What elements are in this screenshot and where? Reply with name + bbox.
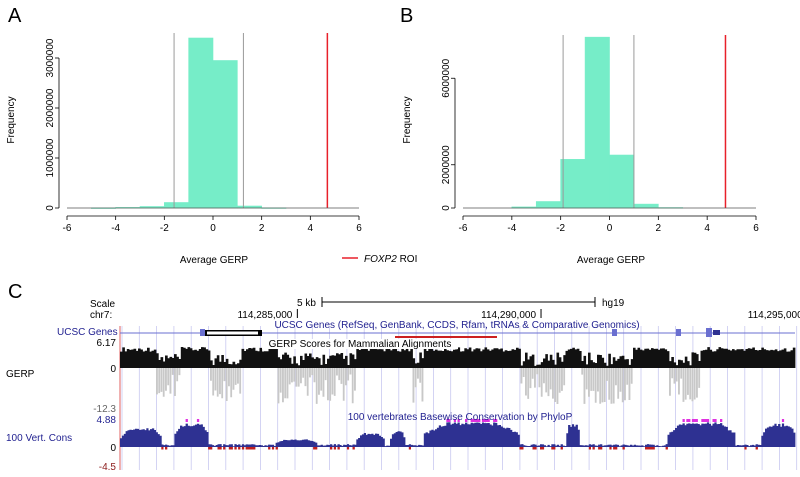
cons-negative-signal	[161, 447, 758, 450]
assembly-label: hg19	[602, 298, 625, 309]
cons-saturated-marks	[185, 419, 785, 422]
gerp-min-label: -12.3	[93, 404, 116, 415]
hist-b-x-tick-label: 4	[704, 223, 710, 234]
chrom-label: chr7:	[90, 310, 112, 321]
histogram-b: -6 -4 -2 0 2 4 6 0 2000000 6000000	[441, 35, 759, 234]
cons-zero-label: 0	[110, 443, 116, 454]
gene-exon	[676, 329, 681, 336]
hist-a-y-tick-label: 2000000	[45, 88, 56, 127]
gerp-max-label: 6.17	[97, 338, 117, 349]
genes-track-label: UCSC Genes	[57, 327, 118, 338]
hist-a-y-tick-label: 3000000	[45, 38, 56, 77]
hist-b-bar	[584, 36, 610, 209]
hist-a-x-tick-label: -2	[160, 223, 169, 234]
hist-a-x-tick-label: -4	[111, 223, 120, 234]
histogram-b-ylabel: Frequency	[402, 96, 413, 143]
hist-b-x-tick-label: -6	[459, 223, 468, 234]
position-label: 114,290,000	[481, 310, 536, 321]
histogram-a-ylabel: Frequency	[6, 96, 17, 143]
hist-b-x-tick-label: -4	[507, 223, 516, 234]
cons-positive-signal	[120, 422, 796, 447]
legend-roi-gene: FOXP2	[364, 254, 397, 265]
cons-track-label: 100 Vert. Cons	[6, 433, 72, 444]
hist-b-y-tick-label: 2000000	[441, 145, 452, 184]
hist-b-x-tick-label: 6	[753, 223, 759, 234]
hist-a-bar	[212, 60, 238, 209]
genes-track-title: UCSC Genes (RefSeq, GenBank, CCDS, Rfam,…	[274, 320, 639, 331]
panel-letter-a: A	[8, 5, 22, 27]
scale-label: Scale	[90, 299, 115, 310]
gene-exon	[200, 329, 205, 336]
legend: FOXP2 ROI	[342, 254, 417, 265]
hist-a-x-tick-label: 2	[259, 223, 265, 234]
hist-a-x-tick-label: 0	[210, 223, 216, 234]
hist-a-y-tick-label: 0	[45, 205, 56, 211]
hist-a-bar	[188, 37, 214, 209]
gerp-positive-signal	[120, 347, 796, 368]
position-label: 114,285,000	[237, 310, 292, 321]
panel-letter-b: B	[400, 5, 413, 27]
gene-exon	[713, 330, 720, 335]
legend-roi-suffix: ROI	[397, 254, 418, 265]
panel-letter-c: C	[8, 281, 22, 303]
gerp-title-backdrop	[262, 339, 458, 349]
histogram-a-xlabel: Average GERP	[180, 255, 249, 266]
gerp-track-title: GERP Scores for Mammalian Alignments	[269, 339, 452, 350]
hist-b-bar	[609, 154, 635, 209]
gene-exon	[612, 329, 617, 336]
cons-max-label: 4.88	[97, 415, 117, 426]
gerp-track-label: GERP	[6, 369, 35, 380]
gerp-zero-label: 0	[110, 364, 116, 375]
legend-roi-label: FOXP2 ROI	[364, 254, 417, 265]
hist-a-x-tick-label: 4	[308, 223, 314, 234]
hist-b-x-tick-label: 2	[656, 223, 662, 234]
hist-b-x-tick-label: 0	[607, 223, 613, 234]
hist-b-x-tick-label: -2	[556, 223, 565, 234]
hist-b-y-tick-label: 6000000	[441, 58, 452, 97]
histogram-a: -6 -4 -2 0 2 4 6 0 1000000 2000000 3000000	[45, 33, 362, 234]
hist-b-bar	[535, 201, 561, 209]
hist-b-bar	[633, 203, 659, 209]
position-label: 114,295,000	[748, 310, 800, 321]
gene-model-gap	[207, 331, 258, 335]
hist-a-y-tick-label: 1000000	[45, 138, 56, 177]
hist-a-x-tick-label: -6	[63, 223, 72, 234]
scale-bar-label: 5 kb	[297, 298, 316, 309]
genome-browser: Scale 5 kb hg19 chr7: 114,285,000 114,290,000…	[6, 297, 800, 473]
histogram-b-xlabel: Average GERP	[577, 255, 646, 266]
cons-track-title: 100 vertebrates Basewise Conservation by…	[348, 412, 573, 423]
hist-a-bar	[164, 202, 189, 209]
gene-exon	[706, 328, 712, 337]
hist-a-x-tick-label: 6	[356, 223, 362, 234]
hist-b-bar	[560, 159, 586, 209]
cons-min-label: -4.5	[99, 462, 117, 473]
gerp-negative-signal	[156, 368, 701, 404]
hist-b-y-tick-label: 0	[441, 205, 452, 211]
